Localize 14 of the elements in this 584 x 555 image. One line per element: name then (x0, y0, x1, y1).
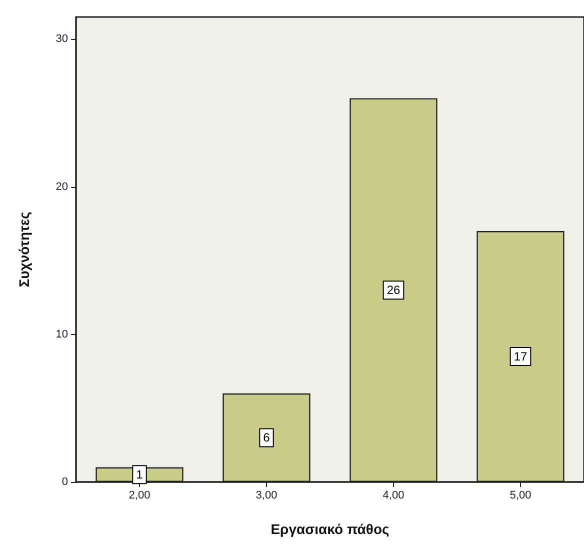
data-label: 6 (263, 430, 270, 445)
y-tick-label: 30 (56, 33, 68, 46)
x-axis-title: Εργασιακό πάθος (270, 521, 390, 537)
y-tick-label: 20 (56, 180, 68, 193)
x-tick-label: 5,00 (510, 490, 532, 502)
data-label: 1 (136, 468, 144, 482)
x-tick-label: 4,00 (382, 490, 404, 502)
x-tick-label: 2,00 (128, 490, 150, 502)
x-tick-label: 3,00 (256, 490, 278, 502)
data-label: 17 (514, 350, 528, 364)
y-tick-label: 0 (62, 476, 68, 488)
y-tick-label: 10 (56, 328, 68, 340)
data-label: 26 (386, 283, 400, 298)
y-axis-title: Συχνότητες (16, 212, 32, 288)
